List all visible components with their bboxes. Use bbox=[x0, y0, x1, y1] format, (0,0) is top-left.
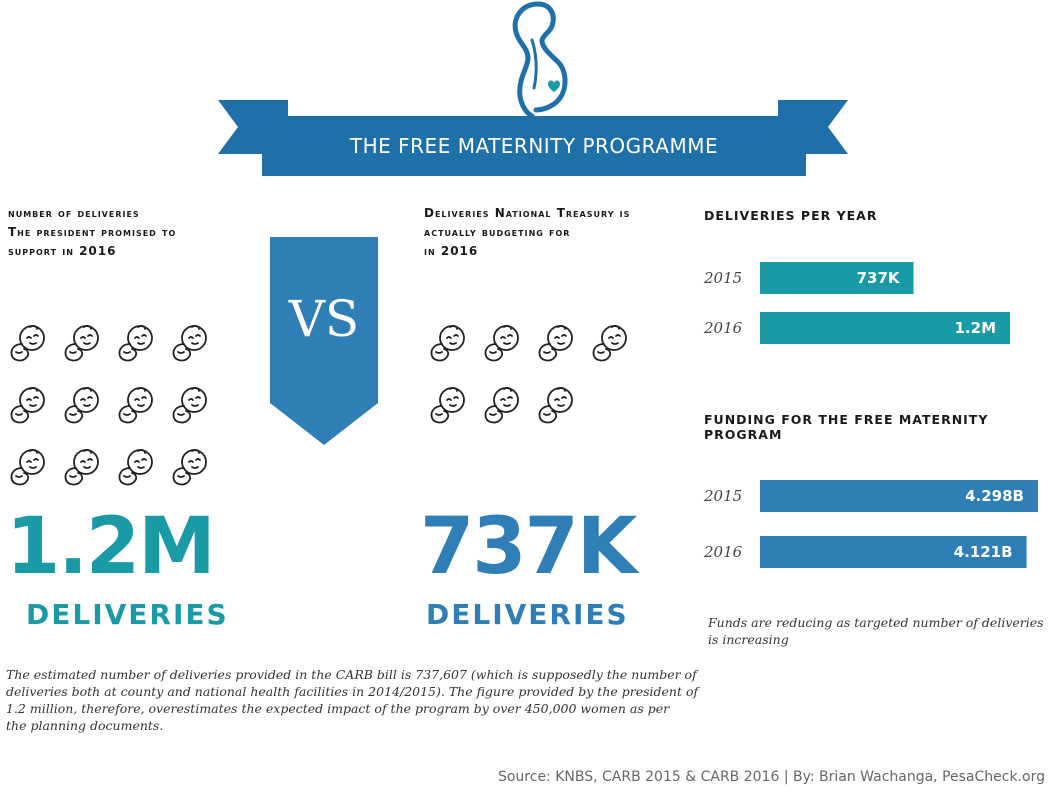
baby-face-icon bbox=[480, 320, 524, 364]
category-label: 2015 bbox=[703, 487, 742, 505]
funding-bar-chart: 2015 4.298B 2016 4.121B bbox=[703, 480, 1038, 568]
note-line: the planning documents. bbox=[6, 718, 164, 733]
note-line: The estimated number of deliveries provi… bbox=[6, 667, 697, 682]
baby-grid-promised bbox=[6, 320, 222, 506]
bar bbox=[760, 536, 1027, 568]
category-label: 2015 bbox=[703, 269, 742, 287]
bar-value-label: 4.121B bbox=[954, 543, 1013, 561]
baby-face-icon bbox=[60, 382, 104, 426]
baby-grid-budgeted bbox=[426, 320, 642, 444]
baby-face-icon bbox=[426, 320, 470, 364]
funding-note: Funds are reducing as targeted number of… bbox=[708, 614, 1044, 648]
baby-face-icon bbox=[114, 444, 158, 488]
baby-face-icon bbox=[588, 320, 632, 364]
budgeted-deliveries-label: DELIVERIES bbox=[426, 598, 629, 631]
baby-face-icon bbox=[168, 382, 212, 426]
bar bbox=[760, 480, 1038, 512]
pregnant-woman-icon bbox=[512, 1, 568, 118]
category-label: 2016 bbox=[703, 319, 743, 337]
left-heading-line: The president promised to bbox=[8, 225, 177, 239]
budgeted-deliveries-value: 737K bbox=[420, 502, 637, 592]
page-title: THE FREE MATERNITY PROGRAMME bbox=[349, 134, 719, 158]
baby-face-icon bbox=[60, 320, 104, 364]
baby-face-icon bbox=[6, 320, 50, 364]
category-label: 2016 bbox=[703, 543, 743, 561]
left-heading: number of deliveries The president promi… bbox=[8, 204, 176, 261]
note-line: 1.2 million, therefore, overestimates th… bbox=[6, 701, 670, 716]
funding-note-line: is increasing bbox=[708, 632, 789, 647]
left-heading-line: number of deliveries bbox=[8, 206, 140, 220]
vs-ribbon bbox=[270, 237, 378, 445]
baby-face-icon bbox=[6, 444, 50, 488]
chart-title-funding: FUNDING FOR THE FREE MATERNITY PROGRAM bbox=[704, 412, 989, 442]
bar-value-label: 4.298B bbox=[965, 487, 1024, 505]
deliveries-bar-chart: 2015 737K 2016 1.2M bbox=[703, 262, 1010, 344]
bar-value-label: 1.2M bbox=[955, 319, 997, 337]
vs-label: VS bbox=[288, 290, 360, 348]
funding-note-line: Funds are reducing as targeted number of… bbox=[708, 615, 1044, 630]
baby-face-icon bbox=[168, 320, 212, 364]
left-heading-line: support in 2016 bbox=[8, 244, 117, 258]
middle-heading: Deliveries National Treasury is actually… bbox=[424, 204, 630, 261]
baby-face-icon bbox=[6, 382, 50, 426]
baby-face-icon bbox=[114, 382, 158, 426]
baby-face-icon bbox=[60, 444, 104, 488]
baby-face-icon bbox=[534, 382, 578, 426]
middle-heading-line: actually budgeting for bbox=[424, 225, 571, 239]
note-line: deliveries both at county and national h… bbox=[6, 684, 699, 699]
baby-face-icon bbox=[168, 444, 212, 488]
promised-deliveries-label: DELIVERIES bbox=[26, 598, 229, 631]
middle-heading-line: Deliveries National Treasury is bbox=[424, 206, 631, 220]
baby-face-icon bbox=[480, 382, 524, 426]
middle-heading-line: in 2016 bbox=[424, 244, 479, 258]
bar bbox=[760, 312, 1010, 344]
explanation-note: The estimated number of deliveries provi… bbox=[6, 666, 698, 734]
chart-title-deliveries: DELIVERIES PER YEAR bbox=[704, 208, 878, 223]
baby-face-icon bbox=[114, 320, 158, 364]
source-credit: Source: KNBS, CARB 2015 & CARB 2016 | By… bbox=[497, 769, 1045, 785]
bar-value-label: 737K bbox=[857, 269, 901, 287]
baby-face-icon bbox=[426, 382, 470, 426]
bar bbox=[760, 262, 914, 294]
promised-deliveries-value: 1.2M bbox=[6, 502, 216, 592]
title-banner bbox=[218, 100, 848, 176]
baby-face-icon bbox=[534, 320, 578, 364]
